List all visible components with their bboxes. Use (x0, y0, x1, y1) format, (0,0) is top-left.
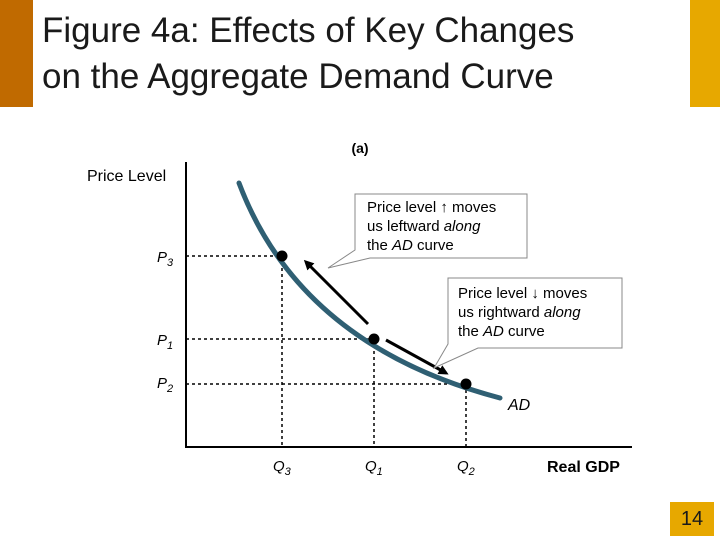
x-axis-label: Real GDP (547, 459, 620, 476)
quantity-label-q2: Q2 (457, 458, 475, 478)
quantity-label-q2-sub: 2 (468, 466, 475, 478)
callout-down-box (432, 277, 623, 370)
callout-down-line-2: us rightward along (458, 304, 581, 321)
callout-down-line-3-plain: the (458, 323, 483, 340)
quantity-label-q3: Q3 (273, 458, 292, 478)
guide-lines (186, 255, 467, 447)
quantity-label-q1-sub: 1 (377, 466, 383, 478)
callout-up-line-1: Price level ↑ moves (367, 199, 496, 216)
point-q1-p1 (368, 333, 380, 345)
callout-up-line-3-plain: the (367, 237, 392, 254)
quantity-label-q3-main: Q (273, 458, 285, 475)
callout-up-box (327, 193, 528, 269)
callout-up-line-3-italic: AD (391, 237, 413, 254)
price-label-p3: P3 (157, 249, 174, 269)
page-number: 14 (670, 502, 714, 536)
slide-title: Figure 4a: Effects of Key Changes on the… (42, 8, 682, 100)
quantity-label-q2-main: Q (457, 458, 469, 475)
price-label-p3-main: P (157, 249, 167, 266)
panel-label: (a) (351, 140, 368, 156)
callout-down: Price level ↓ moves us rightward along t… (432, 277, 623, 370)
callout-up-line-2-plain: us leftward (367, 218, 444, 235)
y-axis-label: Price Level (87, 168, 166, 185)
callout-up-line-3: the AD curve (367, 237, 454, 254)
price-label-p1-sub: 1 (167, 340, 173, 352)
curve-label-ad: AD (507, 397, 531, 414)
title-line-2: on the Aggregate Demand Curve (42, 57, 554, 96)
point-q3-p3 (276, 250, 288, 262)
price-label-p2-main: P (157, 375, 167, 392)
title-line-1: Figure 4a: Effects of Key Changes (42, 11, 575, 50)
quantity-label-q3-sub: 3 (285, 466, 292, 478)
price-label-p1-main: P (157, 332, 167, 349)
callout-down-line-3-italic: AD (482, 323, 504, 340)
callout-up-line-2: us leftward along (367, 218, 481, 235)
point-q2-p2 (460, 378, 472, 390)
price-label-p2-sub: 2 (166, 383, 173, 395)
callout-up: Price level ↑ moves us leftward along th… (327, 193, 528, 269)
callout-up-line-2-italic: along (444, 218, 481, 235)
price-label-p3-sub: 3 (167, 257, 174, 269)
arrow-leftward (303, 259, 370, 326)
callout-down-line-2-plain: us rightward (458, 304, 544, 321)
quantity-label-q1-main: Q (365, 458, 377, 475)
callout-up-line-3-end: curve (413, 237, 454, 254)
quantity-label-q1: Q1 (365, 458, 383, 478)
callout-down-line-1: Price level ↓ moves (458, 285, 587, 302)
price-label-p1: P1 (157, 332, 173, 352)
ad-curve (236, 180, 503, 401)
price-label-p2: P2 (157, 375, 173, 395)
callout-down-line-2-italic: along (544, 304, 581, 321)
title-panel (33, 0, 690, 107)
callout-down-line-3-end: curve (504, 323, 545, 340)
callout-down-line-3: the AD curve (458, 323, 545, 340)
header-accent (0, 0, 33, 107)
